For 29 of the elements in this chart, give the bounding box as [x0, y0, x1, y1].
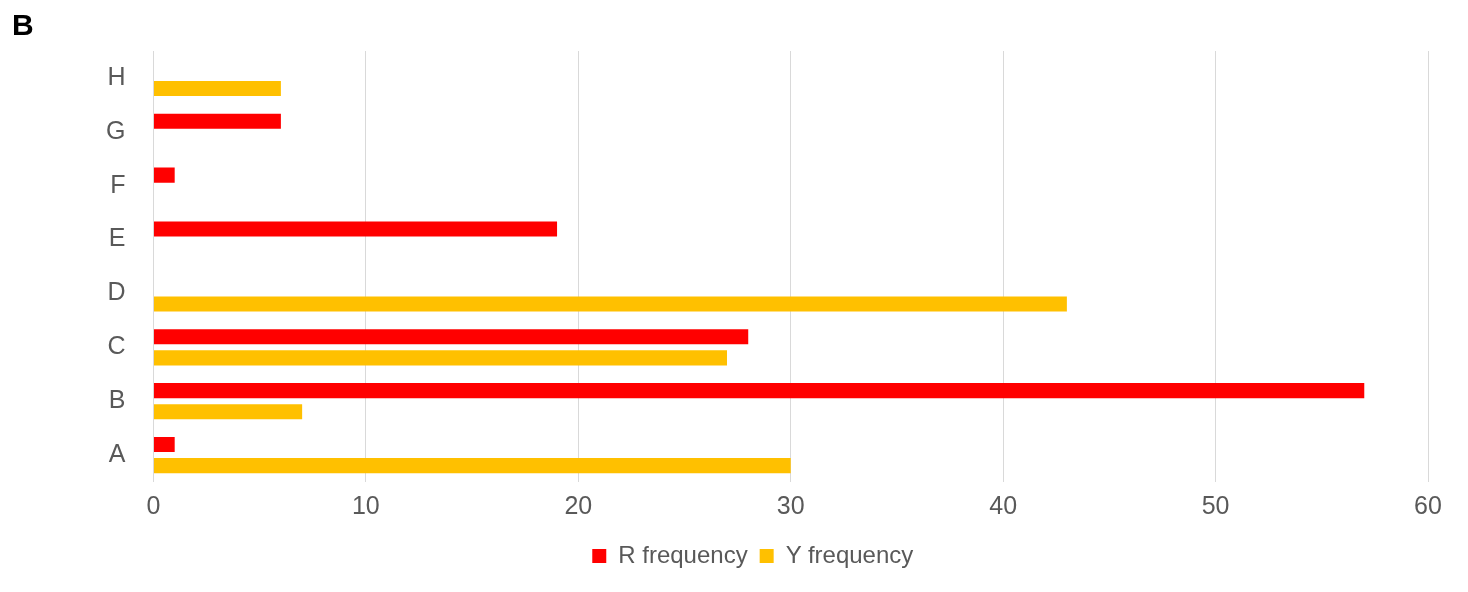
bar	[153, 350, 727, 366]
bar	[153, 436, 175, 453]
x-tick-label: 30	[776, 490, 805, 519]
y-tick-label: H	[107, 61, 126, 90]
x-tick-label: 40	[989, 490, 1018, 519]
bar	[153, 113, 281, 129]
y-tick-label: G	[105, 115, 126, 144]
y-tick-label: F	[110, 169, 126, 198]
bar	[153, 458, 791, 474]
y-tick-label: B	[108, 385, 126, 414]
bar	[153, 167, 175, 183]
bar	[153, 329, 749, 345]
x-tick-label: 50	[1201, 490, 1230, 519]
x-tick-label: 20	[564, 490, 593, 519]
x-tick-label: 60	[1414, 490, 1442, 519]
text: B	[12, 8, 34, 42]
bar	[153, 296, 1067, 312]
bar	[153, 404, 303, 420]
x-tick-label: 10	[351, 490, 380, 519]
bar	[153, 383, 1365, 399]
y-tick-label: A	[108, 438, 126, 467]
y-tick-label: E	[108, 223, 126, 252]
x-tick-label: 0	[146, 490, 161, 519]
bar	[153, 221, 558, 237]
y-tick-label: C	[107, 331, 126, 360]
y-tick-label: D	[107, 277, 126, 306]
legend-label: R frequency	[618, 540, 748, 568]
legend-label: Y frequency	[785, 540, 914, 568]
bar	[153, 80, 281, 97]
